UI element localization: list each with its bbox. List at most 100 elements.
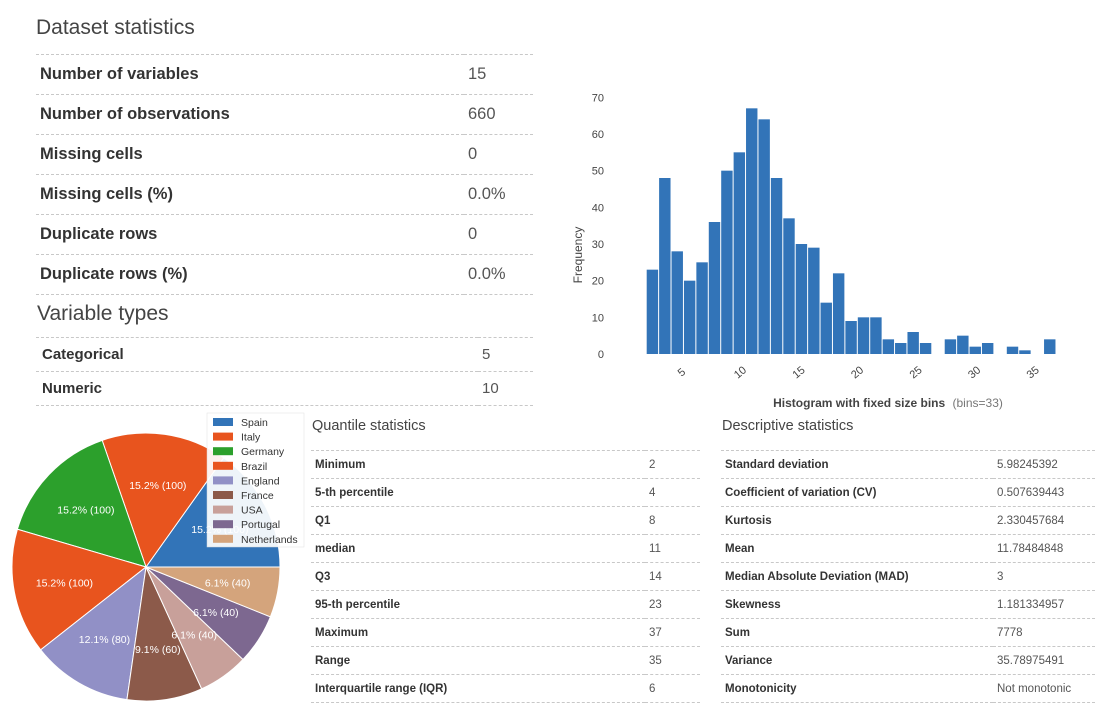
descriptive-stat-label: Standard deviation	[721, 450, 993, 479]
histogram-bar	[795, 244, 808, 354]
histogram-bar	[882, 339, 895, 354]
histogram-x-tick-label: 25	[908, 364, 925, 381]
legend-entry: Germany	[241, 446, 285, 458]
descriptive-stat-value: 3	[993, 562, 1095, 591]
histogram-subtitle: (bins=33)	[953, 396, 1003, 410]
quantile-stat-value: 11	[645, 534, 700, 563]
histogram-x-tick-label: 35	[1025, 364, 1042, 381]
dataset-stat-value: 0	[464, 134, 533, 175]
variable-type-row: Numeric 10	[36, 371, 533, 406]
dataset-stat-label: Number of variables	[36, 54, 464, 95]
descriptive-stat-value: 1.181334957	[993, 590, 1095, 619]
dataset-stat-value: 0.0%	[464, 174, 533, 215]
legend-swatch	[213, 476, 233, 485]
histogram-bar	[758, 119, 770, 354]
legend-swatch	[213, 520, 233, 529]
quantile-stat-label: 5-th percentile	[311, 478, 645, 507]
legend-swatch	[213, 418, 233, 426]
quantile-stat-row: Q3 14	[311, 562, 700, 591]
histogram-bar	[683, 280, 696, 354]
descriptive-stat-row: Standard deviation 5.98245392	[721, 450, 1095, 479]
dataset-stat-label: Missing cells	[36, 134, 464, 175]
quantile-stat-label: 95-th percentile	[311, 590, 645, 619]
quantile-stat-value: 2	[645, 450, 700, 479]
quantile-statistics-table: Minimum 2 5-th percentile 4 Q1 8 median 11 Q3 14 9…	[311, 450, 700, 703]
histogram-bar	[919, 343, 932, 354]
histogram-bar	[832, 273, 845, 354]
quantile-stat-row: Maximum 37	[311, 618, 700, 647]
quantile-stat-row: Range 35	[311, 646, 700, 675]
histogram-x-tick-label: 5	[676, 366, 688, 379]
descriptive-stat-row: Coefficient of variation (CV) 0.507639443	[721, 478, 1095, 507]
histogram-bar	[870, 317, 882, 354]
variable-type-label: Numeric	[36, 371, 478, 406]
histogram-y-tick-label: 10	[592, 312, 604, 324]
descriptive-stat-label: Variance	[721, 646, 993, 675]
descriptive-statistics-table: Standard deviation 5.98245392 Coefficient …	[721, 450, 1095, 703]
quantile-stat-label: median	[311, 534, 645, 563]
pie-slice	[16, 439, 147, 568]
legend-swatch	[213, 447, 233, 456]
pie-slice	[11, 528, 148, 651]
descriptive-stat-row: Skewness 1.181334957	[721, 590, 1095, 619]
pie-slice-label: 6.1% (40)	[171, 630, 217, 642]
variable-types-table: Categorical 5 Numeric 10	[36, 337, 533, 406]
variable-type-row: Categorical 5	[36, 337, 533, 372]
quantile-stat-label: Range	[311, 646, 645, 675]
quantile-stat-row: Interquartile range (IQR) 6	[311, 674, 700, 703]
legend-entry: Italy	[241, 432, 261, 444]
histogram-y-axis-label: Frequency	[571, 227, 585, 284]
descriptive-stat-row: Sum 7778	[721, 618, 1095, 647]
histogram-bar	[857, 317, 870, 354]
descriptive-stat-label: Kurtosis	[721, 506, 993, 535]
quantile-stat-row: median 11	[311, 534, 700, 563]
histogram-bar	[895, 343, 907, 354]
descriptive-stat-value: 11.78484848	[993, 534, 1095, 563]
pie-legend: Spain Italy Germany Brazil England France USA P…	[206, 412, 305, 548]
histogram-bar	[733, 152, 746, 354]
descriptive-stat-label: Coefficient of variation (CV)	[721, 478, 993, 507]
legend-swatch	[213, 505, 233, 514]
quantile-stat-value: 14	[645, 562, 700, 591]
legend-entry: Brazil	[241, 461, 267, 473]
histogram-caption: Histogram with fixed size bins (bins=33)	[773, 396, 1003, 410]
descriptive-stat-value: 2.330457684	[993, 506, 1095, 535]
variable-type-label: Categorical	[36, 337, 478, 372]
descriptive-stat-value: Not monotonic	[993, 674, 1095, 703]
pie-slice-label: 12.1% (80)	[79, 634, 130, 646]
quantile-stat-label: Interquartile range (IQR)	[311, 674, 645, 703]
quantile-stat-row: Minimum 2	[311, 450, 700, 479]
dataset-stat-row: Missing cells 0	[36, 134, 533, 175]
dataset-stat-value: 660	[464, 94, 533, 135]
histogram-bar	[969, 346, 981, 354]
histogram-bar	[696, 262, 708, 354]
quantile-stat-label: Minimum	[311, 450, 645, 479]
descriptive-stat-label: Skewness	[721, 590, 993, 619]
quantile-statistics-title: Quantile statistics	[312, 418, 426, 434]
pie-slice-label: 6.1% (40)	[193, 607, 239, 619]
dataset-stat-row: Duplicate rows 0	[36, 214, 533, 255]
histogram-bar	[845, 321, 857, 354]
quantile-stat-value: 35	[645, 646, 700, 675]
dataset-stat-value: 0.0%	[464, 254, 533, 295]
dataset-stat-row: Missing cells (%) 0.0%	[36, 174, 533, 215]
legend-swatch	[213, 432, 233, 441]
histogram-title: Histogram with fixed size bins	[773, 396, 945, 410]
descriptive-stat-row: Monotonicity Not monotonic	[721, 674, 1095, 703]
histogram-y-tick-label: 20	[592, 276, 604, 288]
pie-slice	[145, 566, 281, 618]
pie-slice	[39, 565, 147, 701]
histogram-bar	[770, 178, 783, 354]
pie-slice-label: 9.1% (60)	[135, 644, 181, 656]
pie-slice-label: 15.2% (100)	[36, 578, 93, 590]
legend-swatch	[213, 491, 233, 499]
legend-entry: Netherlands	[241, 534, 298, 546]
legend-entry: England	[241, 475, 280, 487]
histogram-bar	[721, 170, 733, 354]
legend-entry: France	[241, 490, 274, 502]
variable-types-title: Variable types	[37, 302, 169, 325]
dataset-stat-label: Number of observations	[36, 94, 464, 135]
descriptive-stat-row: Mean 11.78484848	[721, 534, 1095, 563]
histogram-bar	[746, 108, 758, 354]
